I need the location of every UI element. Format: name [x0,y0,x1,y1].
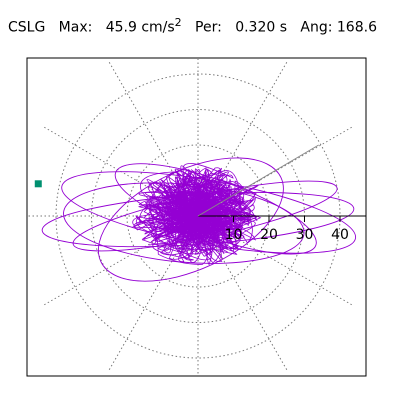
grid-spoke-330 [197,215,352,306]
header: CSLG Max: 45.9 cm/s2 Per: 0.320 s Ang: 1… [8,16,377,36]
ang-label: Ang: [300,19,333,36]
tick-label-30: 30 [296,227,314,243]
ang-value: 168.6 [336,19,377,36]
tick-label-40: 40 [331,227,349,243]
grid-spoke-60 [197,62,288,217]
orbit-core [131,163,262,265]
grid-spoke-120 [108,62,199,217]
tick-label-10: 10 [225,227,243,243]
orbit-loop-1 [41,192,355,248]
orbit-loop-6 [97,157,284,282]
max-label: Max: [58,19,93,36]
grid-spoke-240 [108,215,199,370]
grid-spoke-210 [44,215,199,306]
max-point-marker [34,180,42,188]
station-code: CSLG [8,19,46,36]
max-exponent: 2 [174,16,182,29]
orbit-loop-4 [63,182,305,264]
per-label: Per: [195,19,222,36]
radial-axis: 10 20 30 40 [197,144,366,243]
grid-spoke-300 [197,215,288,370]
orbit-loop-5 [114,163,317,255]
plot-frame [26,57,367,377]
grid-spoke-30 [197,126,352,217]
max-value: 45.9 cm/s [105,19,175,36]
orbit-loop-2 [61,171,357,254]
orbit-traces [34,157,357,282]
per-value: 0.320 s [235,19,288,36]
direction-axis-line [197,144,319,217]
tick-label-20: 20 [260,227,278,243]
